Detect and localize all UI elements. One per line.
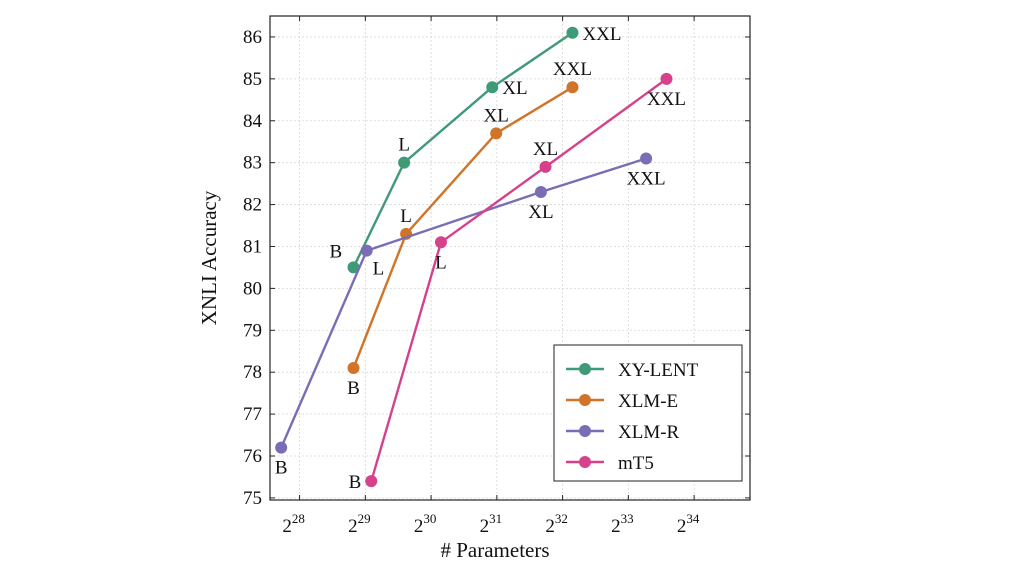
x-tick-exponent: 30: [423, 511, 436, 526]
y-tick-label: 80: [243, 278, 262, 299]
x-tick-exponent: 32: [555, 511, 568, 526]
legend: XY-LENT XLM-E XLM-R mT5: [553, 344, 743, 482]
extra-point-label: B: [330, 242, 343, 263]
x-tick-exponent: 34: [686, 511, 700, 526]
y-tick-label: 75: [243, 488, 262, 509]
mt5-point-label: XL: [533, 139, 558, 160]
xlm-e-point: [566, 81, 579, 94]
x-tick-label: 233: [611, 511, 634, 537]
legend-label-mt5: mT5: [618, 453, 654, 474]
legend-label-xy-lent: XY-LENT: [618, 360, 699, 381]
legend-marker-xlm-e: [579, 394, 591, 406]
point-labels: L XL XXL B L XL XXL B L XL XXL B L XL XXL B: [275, 24, 686, 493]
xlm-r-point-label: XXL: [627, 168, 666, 189]
legend-marker-mt5: [579, 456, 591, 468]
legend-label-xlm-r: XLM-R: [618, 422, 680, 443]
y-tick-label: 79: [243, 320, 262, 341]
xlm-r-point-label: B: [275, 458, 288, 479]
x-tick-label: 234: [677, 511, 700, 537]
xlm-r-line: [280, 157, 647, 449]
xlm-e-point: [347, 362, 360, 374]
xlm-e-point-label: XXL: [553, 59, 592, 80]
xy-lent-point: [347, 261, 360, 274]
mt5-point: [434, 236, 447, 249]
xlm-r-point-label: XL: [528, 202, 553, 223]
mt5-point-label: B: [349, 472, 362, 493]
x-tick-label: 228: [282, 511, 305, 537]
y-tick-label: 82: [243, 195, 262, 216]
xlm-r-point: [534, 186, 547, 198]
y-tick-label: 76: [243, 446, 262, 467]
x-tick-base: 2: [282, 516, 292, 537]
legend-marker-xlm-r: [579, 425, 591, 437]
legend-label-xlm-e: XLM-E: [618, 391, 678, 412]
x-tick-exponent: 31: [489, 511, 502, 526]
xlm-e-point-label: XL: [484, 105, 509, 126]
x-tick-exponent: 33: [621, 511, 634, 526]
y-tick-label: 86: [243, 27, 262, 48]
y-tick-label: 81: [243, 236, 262, 257]
xlm-r-point: [640, 152, 653, 165]
x-tick-base: 2: [677, 516, 687, 537]
xlm-r-point: [275, 441, 288, 454]
x-tick-label: 232: [545, 511, 568, 537]
x-tick-base: 2: [348, 516, 358, 537]
x-tick-label: 230: [414, 511, 437, 537]
xy-lent-line: [352, 31, 574, 268]
xy-lent-point: [566, 26, 579, 39]
mt5-point: [660, 72, 673, 85]
x-tick-base: 2: [480, 516, 490, 537]
mt5-line: [370, 77, 668, 482]
xy-lent-point: [486, 81, 499, 94]
xy-lent-point: [398, 156, 411, 169]
x-tick-base: 2: [611, 516, 621, 537]
mt5-point-label: L: [435, 252, 447, 273]
mt5-point-label: XXL: [647, 89, 686, 110]
xy-lent-point-label: L: [398, 135, 410, 156]
x-tick-exponent: 28: [292, 511, 305, 526]
x-tick-base: 2: [545, 516, 555, 537]
y-tick-label: 83: [243, 153, 262, 174]
xy-lent-point-label: XL: [502, 78, 527, 99]
xlm-r-point-label: L: [373, 259, 385, 280]
mt5-point: [365, 475, 378, 488]
x-tick-exponent: 29: [358, 511, 371, 526]
y-tick-label: 77: [243, 404, 262, 425]
y-tick-label: 78: [243, 362, 262, 383]
xy-lent-point-label: XXL: [582, 24, 621, 45]
plot-frame: [269, 15, 751, 501]
legend-marker-xy-lent: [579, 363, 591, 375]
xlm-r-point: [360, 244, 373, 257]
y-tick-label: 84: [243, 111, 263, 132]
x-tick-label: 231: [480, 511, 503, 537]
mt5-point: [539, 160, 552, 173]
y-axis-title: XNLI Accuracy: [197, 190, 221, 325]
x-tick-base: 2: [414, 516, 424, 537]
x-tick-label: 229: [348, 511, 371, 537]
xlm-e-point: [490, 127, 503, 140]
xlm-e-point-label: B: [347, 378, 360, 399]
xlm-e-line: [352, 86, 574, 369]
y-tick-label: 85: [243, 69, 262, 90]
xlm-e-point-label: L: [400, 206, 412, 227]
series-layer: [275, 26, 673, 488]
x-axis-title: # Parameters: [440, 538, 549, 562]
